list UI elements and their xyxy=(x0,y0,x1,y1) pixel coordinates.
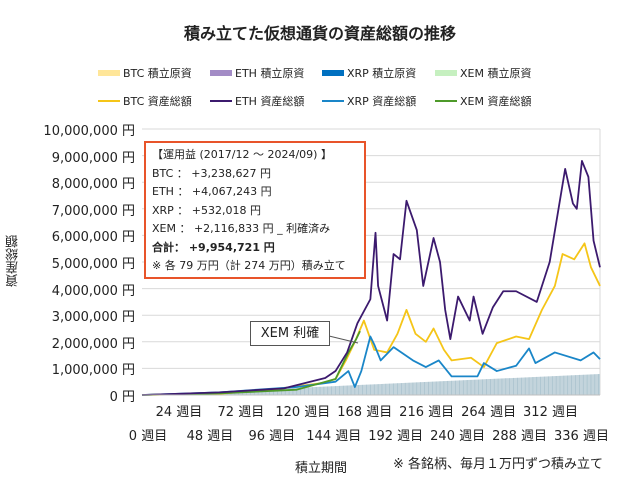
legend-swatch xyxy=(435,70,457,76)
y-axis-label: 資産総額 xyxy=(6,235,21,287)
annotation-leader-line xyxy=(328,335,359,344)
legend-label: BTC 資産総額 xyxy=(123,95,192,108)
x-tick-label: 288 週目 xyxy=(492,429,548,444)
info-eth: ETH ： +4,067,243 円 xyxy=(152,185,272,198)
y-tick-label: 7,000,000 円 xyxy=(51,203,135,219)
x-tick-label: 120 週目 xyxy=(275,405,331,420)
x-tick-label: 144 週目 xyxy=(306,429,362,444)
legend-btc-principal: BTC 積立原資 xyxy=(98,65,192,81)
legend-label: ETH 積立原資 xyxy=(235,67,305,80)
x-tick-label: 312 週目 xyxy=(523,405,578,420)
legend-xrp-principal: XRP 積立原資 xyxy=(322,65,416,81)
x-tick-label: 0 週目 xyxy=(128,429,168,444)
x-tick-label: 336 週目 xyxy=(554,429,609,444)
y-tick-label: 8,000,000 円 xyxy=(51,177,135,193)
x-tick-label: 216 週目 xyxy=(399,405,455,420)
y-tick-label: 2,000,000 円 xyxy=(51,336,135,352)
legend-line xyxy=(98,100,120,102)
y-tick-label: 9,000,000 円 xyxy=(51,150,135,166)
info-heading: 【運用益 (2017/12 ～ 2024/09) 】 xyxy=(152,148,332,161)
y-tick-label: 3,000,000 円 xyxy=(51,310,135,326)
legend-label: BTC 積立原資 xyxy=(123,67,192,80)
legend-line xyxy=(210,100,232,102)
x-tick-label: 264 週目 xyxy=(461,405,517,420)
chart-note: ※ 各銘柄、毎月１万円ずつ積み立て xyxy=(393,457,604,472)
profit-info-box: 【運用益 (2017/12 ～ 2024/09) 】 BTC ： +3,238,… xyxy=(144,141,366,279)
legend-label: XEM 資産総額 xyxy=(460,95,532,108)
info-footnote: ※ 各 79 万円（計 274 万円）積み立て xyxy=(152,259,346,272)
legend-label: XRP 積立原資 xyxy=(347,67,417,80)
chart-title: 積み立てた仮想通貨の資産総額の推移 xyxy=(183,24,456,43)
y-tick-label: 1,000,000 円 xyxy=(51,363,135,379)
y-tick-label: 5,000,000 円 xyxy=(51,257,135,272)
legend-swatch xyxy=(210,70,232,76)
y-tick-label: 0 円 xyxy=(109,390,135,405)
legend-btc-total: BTC 資産総額 xyxy=(98,93,192,109)
x-tick-label: 240 週目 xyxy=(430,429,486,444)
series-line-xem xyxy=(141,330,361,396)
series-line-xrp xyxy=(141,335,601,396)
legend-swatch xyxy=(322,70,344,76)
legend-xrp-total: XRP 資産総額 xyxy=(322,93,416,109)
legend-label: ETH 資産総額 xyxy=(235,95,305,108)
x-tick-label: 168 週目 xyxy=(337,405,393,420)
info-xem: XEM ： +2,116,833 円 _ 利確済み xyxy=(152,222,331,235)
series-line-eth xyxy=(141,160,601,396)
y-tick-label: 10,000,000 円 xyxy=(43,124,135,139)
x-tick-label: 192 週目 xyxy=(368,429,424,444)
legend-label: XRP 資産総額 xyxy=(347,95,417,108)
legend-label: XEM 積立原資 xyxy=(460,67,532,80)
x-tick-label: 24 週目 xyxy=(155,405,203,420)
info-total: 合計： +9,954,721 円 xyxy=(152,240,275,254)
legend-xem-principal: XEM 積立原資 xyxy=(435,65,531,81)
y-tick-label: 6,000,000 円 xyxy=(51,230,135,246)
info-btc: BTC ： +3,238,627 円 xyxy=(152,166,271,180)
x-tick-label: 72 週目 xyxy=(217,405,265,420)
legend-xem-total: XEM 資産総額 xyxy=(435,93,531,109)
legend-line xyxy=(435,100,457,102)
legend-line xyxy=(322,100,344,102)
x-tick-label: 96 週目 xyxy=(248,429,296,444)
xem-sell-annotation: XEM 利確 xyxy=(250,321,330,346)
legend-swatch xyxy=(98,70,120,76)
legend-eth-total: ETH 資産総額 xyxy=(210,93,304,109)
x-axis-label: 積立期間 xyxy=(295,461,348,476)
info-xrp: XRP ： +532,018 円 xyxy=(152,203,262,217)
y-tick-label: 4,000,000 円 xyxy=(51,283,135,299)
x-tick-label: 48 週目 xyxy=(186,429,234,444)
legend-eth-principal: ETH 積立原資 xyxy=(210,65,304,81)
